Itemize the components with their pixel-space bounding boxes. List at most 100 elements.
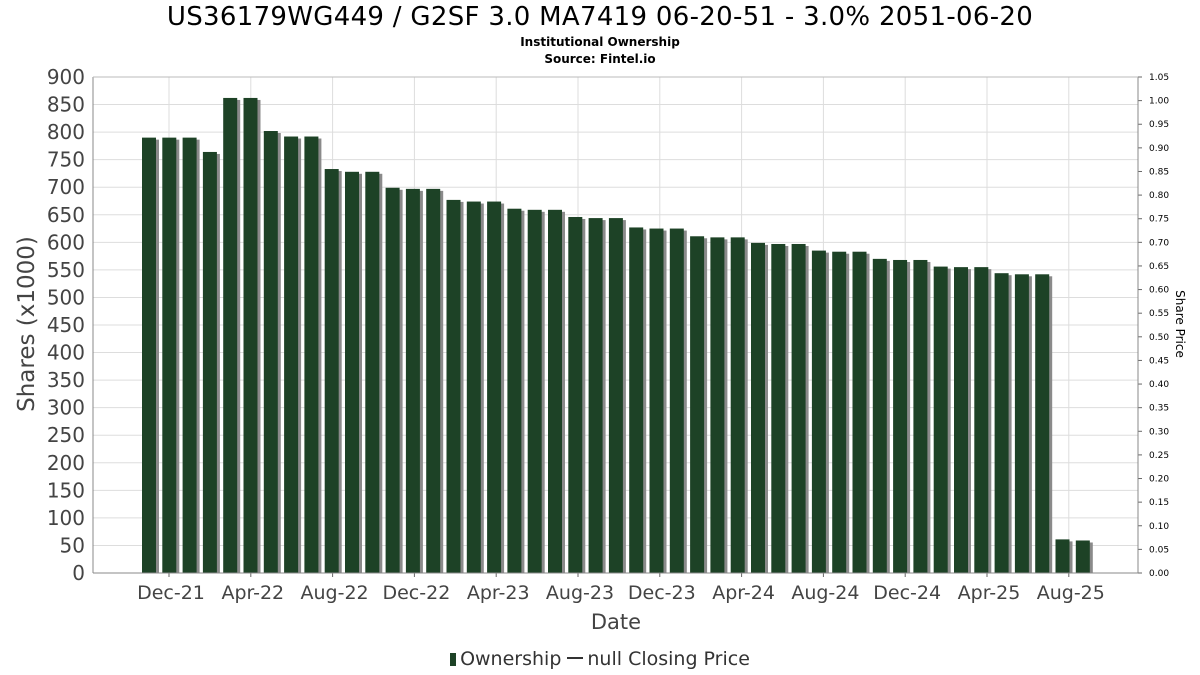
- y2-tick-label: 0.05: [1149, 545, 1169, 555]
- y2-tick-label: 1.00: [1149, 97, 1169, 107]
- y-tick-label: 400: [47, 341, 85, 365]
- y-tick-label: 750: [47, 148, 85, 172]
- legend-closing-price: null Closing Price: [587, 648, 750, 670]
- y-tick-label: 0: [72, 561, 85, 585]
- ownership-bar: [304, 136, 319, 573]
- y-tick-label: 500: [47, 285, 85, 309]
- y2-tick-label: 0.70: [1149, 238, 1169, 248]
- ownership-bar: [669, 228, 684, 574]
- y2-tick-label: 0.60: [1149, 286, 1169, 296]
- y-tick-label: 450: [47, 313, 85, 337]
- ownership-bar: [1055, 539, 1070, 573]
- legend: Ownership null Closing Price: [0, 648, 1200, 670]
- ownership-bar: [507, 208, 522, 573]
- x-tick-label: Dec-21: [137, 582, 205, 604]
- x-tick-label: Aug-25: [1037, 582, 1105, 604]
- y2-tick-label: 0.55: [1149, 309, 1169, 319]
- ownership-bar: [142, 137, 156, 573]
- y2-axis-ticks: 0.00 0.05 0.10 0.15 0.20 0.25 0.30 0.35 0.40 0.45…: [1149, 73, 1169, 579]
- axes-group: [92, 76, 1142, 577]
- ownership-swatch: [450, 653, 457, 666]
- ownership-bar: [202, 151, 217, 573]
- ownership-bar: [649, 228, 664, 574]
- y-tick-label: 550: [47, 258, 85, 282]
- ownership-bar: [690, 236, 705, 573]
- y-tick-label: 150: [47, 478, 85, 502]
- y2-tick-label: 0.95: [1149, 120, 1169, 130]
- ownership-bar: [223, 97, 238, 573]
- ownership-bar: [771, 243, 786, 573]
- y-tick-label: 200: [47, 451, 85, 475]
- x-tick-label: Apr-22: [221, 582, 284, 604]
- y-tick-label: 650: [47, 203, 85, 227]
- y2-tick-label: 0.25: [1149, 451, 1169, 461]
- y2-tick-label: 0.35: [1149, 404, 1169, 414]
- ownership-bar: [588, 218, 603, 573]
- x-tick-label: Apr-23: [467, 582, 530, 604]
- ownership-bar: [568, 216, 583, 573]
- bars-group: [142, 97, 1093, 574]
- y2-tick-label: 0.00: [1149, 569, 1169, 579]
- ownership-bar: [284, 136, 299, 573]
- ownership-bar: [365, 171, 380, 573]
- y-tick-label: 900: [47, 65, 85, 89]
- y2-tick-label: 0.30: [1149, 427, 1169, 437]
- y-tick-label: 350: [47, 368, 85, 392]
- ownership-bar: [263, 131, 278, 573]
- ownership-bar: [933, 266, 948, 573]
- ownership-bar: [1075, 540, 1090, 573]
- ownership-bar: [893, 259, 908, 573]
- ownership-bar: [954, 267, 968, 573]
- chart-title: US36179WG449 / G2SF 3.0 MA7419 06-20-51 …: [166, 2, 1034, 32]
- x-tick-label: Apr-24: [712, 582, 775, 604]
- legend-ownership: Ownership: [460, 648, 562, 670]
- ownership-bar: [162, 137, 177, 573]
- ownership-bar: [751, 242, 765, 573]
- y2-tick-label: 0.45: [1149, 356, 1169, 366]
- x-tick-label: Apr-25: [958, 582, 1021, 604]
- ownership-bar: [994, 273, 1009, 573]
- x-tick-label: Aug-23: [546, 582, 614, 604]
- y2-tick-label: 0.85: [1149, 167, 1169, 177]
- ownership-bar: [832, 251, 847, 574]
- ownership-bar: [243, 97, 258, 573]
- x-tick-label: Aug-24: [791, 582, 859, 604]
- y2-tick-label: 0.80: [1149, 191, 1169, 201]
- ownership-bar: [426, 188, 441, 573]
- ownership-bar: [913, 259, 928, 573]
- ownership-bar: [548, 209, 562, 573]
- ownership-bar: [405, 188, 420, 573]
- x-tick-label: Dec-24: [873, 582, 941, 604]
- chart-subtitle: Institutional Ownership: [520, 35, 680, 49]
- ownership-bar: [487, 201, 502, 573]
- y2-tick-label: 0.20: [1149, 475, 1169, 485]
- y2-tick-label: 0.10: [1149, 522, 1169, 532]
- y2-tick-label: 0.90: [1149, 144, 1169, 154]
- x-tick-label: Aug-22: [301, 582, 369, 604]
- ownership-bar: [811, 250, 826, 573]
- ownership-bar: [385, 187, 400, 574]
- ownership-bar: [1014, 274, 1029, 573]
- ownership-bar: [466, 201, 481, 573]
- y-axis-label: Shares (x1000): [14, 236, 40, 412]
- chart-source: Source: Fintel.io: [544, 52, 656, 66]
- ownership-bar: [608, 218, 623, 573]
- y2-tick-label: 0.40: [1149, 380, 1169, 390]
- x-tick-label: Dec-23: [628, 582, 696, 604]
- ownership-bar: [629, 227, 644, 573]
- y-axis-ticks: 0 50 100 150 200 250 300 350 400 450 500 550 600 650 7…: [47, 65, 85, 585]
- ownership-bar: [1035, 274, 1050, 573]
- y-tick-label: 700: [47, 175, 85, 199]
- ownership-bar: [730, 237, 745, 573]
- y2-axis-label: Share Price: [1173, 290, 1187, 358]
- y-tick-label: 300: [47, 396, 85, 420]
- y2-tick-label: 0.75: [1149, 215, 1169, 225]
- y2-tick-label: 0.15: [1149, 498, 1169, 508]
- ownership-bar: [446, 199, 461, 574]
- y-tick-label: 850: [47, 93, 85, 117]
- ownership-bar: [527, 209, 542, 573]
- ownership-bar: [710, 237, 725, 573]
- x-axis-ticks: Dec-21 Apr-22 Aug-22 Dec-22 Apr-23 Aug-23 Dec-…: [137, 582, 1105, 604]
- y-tick-label: 100: [47, 506, 85, 530]
